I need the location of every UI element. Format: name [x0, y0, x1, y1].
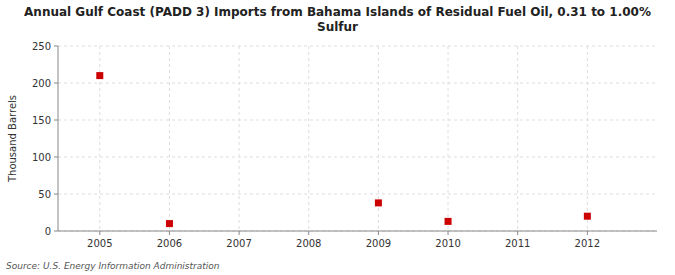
grid-line-x — [587, 46, 588, 231]
y-tick — [54, 157, 58, 158]
title: Annual Gulf Coast (PADD 3) Imports from … — [24, 5, 651, 34]
y-tick — [54, 194, 58, 195]
grid-line-y — [58, 83, 657, 84]
y-tick — [54, 83, 58, 84]
y-tick-label: 0 — [45, 226, 51, 237]
grid — [58, 46, 657, 231]
x-tick-label: 2012 — [575, 238, 600, 249]
grid-line-y — [58, 231, 657, 232]
data-point — [375, 199, 382, 206]
x-tick-label: 2006 — [157, 238, 182, 249]
y-tick-label: 250 — [32, 41, 51, 52]
x-tick — [378, 231, 379, 235]
y-tick-label: 100 — [32, 152, 51, 163]
y-axis-line — [58, 46, 59, 231]
x-tick — [587, 231, 588, 235]
source-note: Source: U.S. Energy Information Administ… — [6, 261, 220, 271]
chart-container: Annual Gulf Coast (PADD 3) Imports from … — [0, 0, 675, 275]
x-tick-label: 2008 — [296, 238, 321, 249]
x-tick — [169, 231, 170, 235]
grid-line-y — [58, 120, 657, 121]
y-tick — [54, 120, 58, 121]
grid-line-y — [58, 194, 657, 195]
x-tick-label: 2011 — [505, 238, 530, 249]
x-tick-label: 2005 — [87, 238, 112, 249]
x-tick-label: 2010 — [435, 238, 460, 249]
x-tick — [99, 231, 100, 235]
grid-line-x — [517, 46, 518, 231]
grid-line-x — [169, 46, 170, 231]
x-tick — [308, 231, 309, 235]
grid-line-x — [239, 46, 240, 231]
chart: Annual Gulf Coast (PADD 3) Imports from … — [0, 0, 675, 275]
x-tick — [517, 231, 518, 235]
x-tick-label: 2007 — [226, 238, 251, 249]
y-tick — [54, 46, 58, 47]
y-tick-label: 50 — [38, 189, 51, 200]
data-point — [584, 213, 591, 220]
y-axis-label: Thousand Barrels — [7, 95, 18, 183]
data-point — [445, 218, 452, 225]
grid-line-y — [58, 46, 657, 47]
grid-line-x — [448, 46, 449, 231]
y-tick-label: 150 — [32, 115, 51, 126]
title-line: Sulfur — [317, 20, 358, 34]
x-tick-label: 2009 — [366, 238, 391, 249]
y-tick-label: 200 — [32, 78, 51, 89]
data-point — [96, 72, 103, 79]
x-axis-line — [58, 231, 657, 232]
x-tick — [448, 231, 449, 235]
x-tick — [239, 231, 240, 235]
points — [96, 72, 591, 227]
y-tick — [54, 231, 58, 232]
data-point — [166, 220, 173, 227]
grid-line-y — [58, 157, 657, 158]
grid-line-x — [308, 46, 309, 231]
title-line: Annual Gulf Coast (PADD 3) Imports from … — [24, 5, 651, 19]
